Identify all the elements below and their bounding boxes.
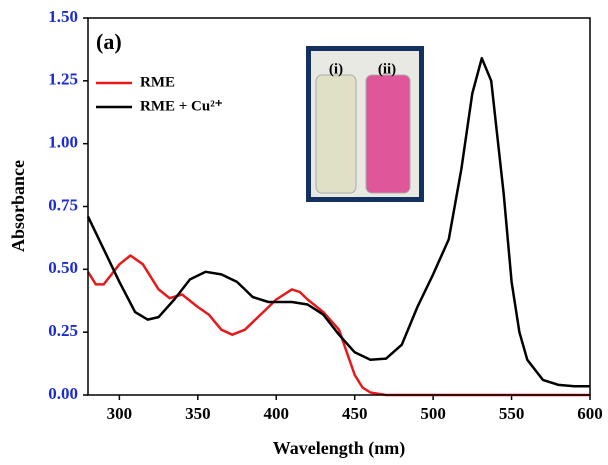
x-tick-label: 400 bbox=[264, 404, 290, 423]
x-axis-label: Wavelength (nm) bbox=[273, 438, 406, 459]
series-line bbox=[86, 56, 590, 388]
vial-ii bbox=[365, 74, 411, 194]
x-tick-label: 300 bbox=[107, 404, 133, 423]
y-tick-label: 0.50 bbox=[48, 258, 78, 277]
y-tick-label: 1.25 bbox=[48, 70, 78, 89]
y-tick-label: 0.00 bbox=[48, 384, 78, 403]
x-tick-label: 450 bbox=[342, 404, 368, 423]
y-axis-label: Absorbance bbox=[8, 160, 28, 252]
y-tick-label: 1.00 bbox=[48, 133, 78, 152]
legend-label: RME + Cu²⁺ bbox=[140, 98, 223, 114]
x-tick-label: 500 bbox=[420, 404, 446, 423]
inset-label: (i) bbox=[329, 61, 343, 77]
y-tick-label: 0.25 bbox=[48, 321, 78, 340]
x-tick-label: 350 bbox=[185, 404, 211, 423]
series-line bbox=[86, 254, 590, 397]
y-tick-label: 1.50 bbox=[48, 7, 78, 26]
y-tick-label: 0.75 bbox=[48, 195, 78, 214]
x-tick-label: 550 bbox=[499, 404, 525, 423]
x-tick-label: 600 bbox=[577, 404, 603, 423]
legend-label: RME bbox=[140, 74, 175, 90]
vial-i bbox=[315, 74, 357, 194]
plot-frame bbox=[87, 17, 591, 396]
annotation: (a) bbox=[96, 29, 122, 54]
inset-label: (ii) bbox=[378, 61, 396, 77]
